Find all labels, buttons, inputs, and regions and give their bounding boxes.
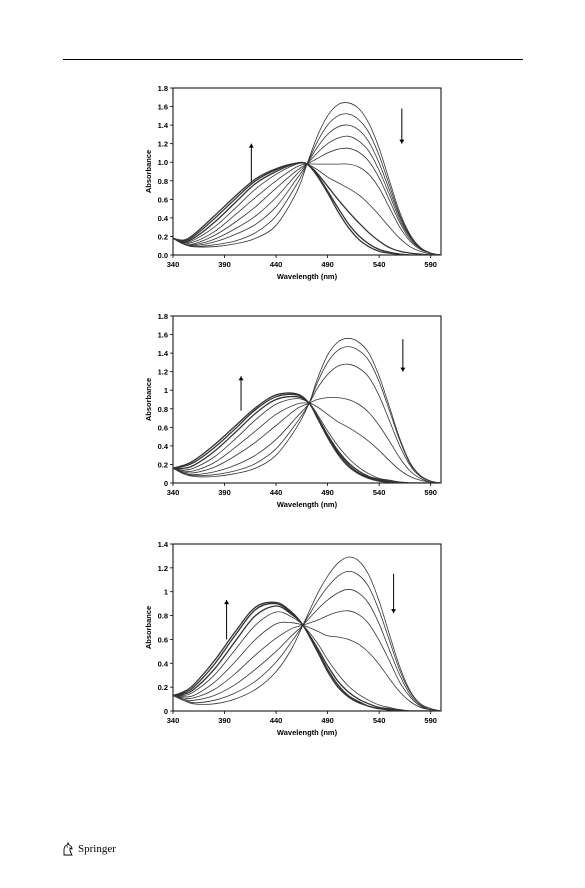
x-tick-label: 340 [167,716,180,725]
x-tick-label: 590 [424,260,437,269]
series-group [173,337,441,483]
series-group [173,102,441,255]
y-tick-label: 0.8 [158,177,168,186]
x-tick-label: 390 [218,488,231,497]
x-tick-label: 440 [270,716,283,725]
y-tick-label: 0.6 [158,423,168,432]
springer-horse-icon [63,842,73,856]
x-tick-label: 340 [167,488,180,497]
publisher-name: Springer [78,843,116,855]
y-tick-label: 1.4 [158,349,169,358]
absorbance-chart-2: 0 0.2 0.4 0.6 0.8 1 1.2 1.4 1.6 1.8 340 390 440 490 54… [0,308,585,520]
y-tick-label: 1.2 [158,564,168,573]
y-tick-label: 1.6 [158,103,168,112]
decrease-arrow [399,108,405,144]
y-tick-label: 1.2 [158,140,168,149]
spectrum-line-8 [173,161,441,255]
increase-arrow [248,143,254,183]
y-tick-label: 0.2 [158,232,168,241]
absorbance-chart-1: 0.0 0.2 0.4 0.6 0.8 1.0 1.2 1.4 1.6 1.8 340 390 440 4… [0,80,585,292]
y-axis-label: Absorbance [144,150,153,193]
x-axis-label: Wavelength (nm) [277,500,338,509]
spectrum-line-8 [173,393,441,483]
spectrum-line-5 [173,402,441,483]
y-tick-label: 1.4 [158,121,169,130]
y-tick-label: 0.4 [158,214,169,223]
spectrum-line-2 [173,570,441,711]
x-tick-label: 590 [424,716,437,725]
spectrum-line-5 [173,147,441,255]
spectrum-line-1 [173,102,441,255]
x-tick-label: 390 [218,716,231,725]
series-group [173,556,441,711]
y-tick-label: 1 [164,386,168,395]
x-tick-label: 490 [321,488,334,497]
increase-arrow [238,376,244,411]
y-tick-label: 0.6 [158,195,168,204]
y-tick-label: 0.8 [158,405,168,414]
x-tick-label: 540 [373,488,386,497]
spectrum-line-4 [173,396,441,483]
x-tick-label: 440 [270,260,283,269]
y-tick-label: 1.6 [158,331,168,340]
y-tick-label: 0.4 [158,659,169,668]
y-tick-label: 1.8 [158,312,168,321]
y-tick-label: 1 [164,588,168,597]
spectrum-line-10 [173,161,441,255]
spectrum-line-3 [173,588,441,711]
y-tick-label: 0.4 [158,442,169,451]
x-tick-label: 390 [218,260,231,269]
spectrum-line-7 [173,162,441,255]
chart-svg-3: 0 0.2 0.4 0.6 0.8 1 1.2 1.4 340 390 440 490 540 590 Wa… [144,540,442,737]
x-tick-label: 440 [270,488,283,497]
y-axis-label: Absorbance [144,606,153,649]
x-tick-label: 540 [373,260,386,269]
absorbance-chart-3: 0 0.2 0.4 0.6 0.8 1 1.2 1.4 340 390 440 490 540 590 Wa… [0,536,585,748]
spectrum-line-5 [173,621,441,711]
spectrum-line-2 [173,346,441,483]
y-tick-label: 1.2 [158,368,168,377]
spectrum-line-2 [173,113,441,255]
increase-arrow [224,600,230,640]
y-tick-label: 1.8 [158,84,168,93]
chart-svg-1: 0.0 0.2 0.4 0.6 0.8 1.0 1.2 1.4 1.6 1.8 340 390 440 4… [144,84,442,281]
decrease-arrow [400,339,406,372]
spectrum-line-3 [173,124,441,255]
spectrum-line-4 [173,135,441,255]
y-tick-label: 0.2 [158,683,168,692]
plot-frame [172,87,442,256]
y-tick-label: 0.0 [158,251,168,260]
y-axis-label: Absorbance [144,378,153,421]
y-tick-label: 0.8 [158,612,168,621]
x-tick-label: 490 [321,260,334,269]
x-axis-label: Wavelength (nm) [277,728,338,737]
plot-frame [172,315,442,484]
y-tick-label: 1.4 [158,540,169,549]
x-tick-label: 340 [167,260,180,269]
header-rule [63,59,523,60]
spectrum-line-9 [173,392,441,483]
spectrum-line-4 [173,610,441,711]
x-axis-label: Wavelength (nm) [277,272,338,281]
spectrum-line-1 [173,556,441,711]
x-tick-label: 590 [424,488,437,497]
x-tick-label: 490 [321,716,334,725]
spectrum-line-9 [173,601,441,711]
x-tick-label: 540 [373,716,386,725]
spectrum-line-6 [173,163,441,255]
plot-frame [172,543,442,712]
spectrum-line-1 [173,337,441,483]
y-tick-label: 1.0 [158,158,168,167]
chart-svg-2: 0 0.2 0.4 0.6 0.8 1 1.2 1.4 1.6 1.8 340 390 440 490 54… [144,312,442,509]
y-tick-label: 0 [164,707,168,716]
y-tick-label: 0.6 [158,635,168,644]
spectrum-line-3 [173,363,441,483]
y-tick-label: 0.2 [158,460,168,469]
page-footer: Springer [62,842,116,856]
spectrum-line-8 [173,602,441,711]
y-tick-label: 0 [164,479,168,488]
decrease-arrow [391,573,397,614]
